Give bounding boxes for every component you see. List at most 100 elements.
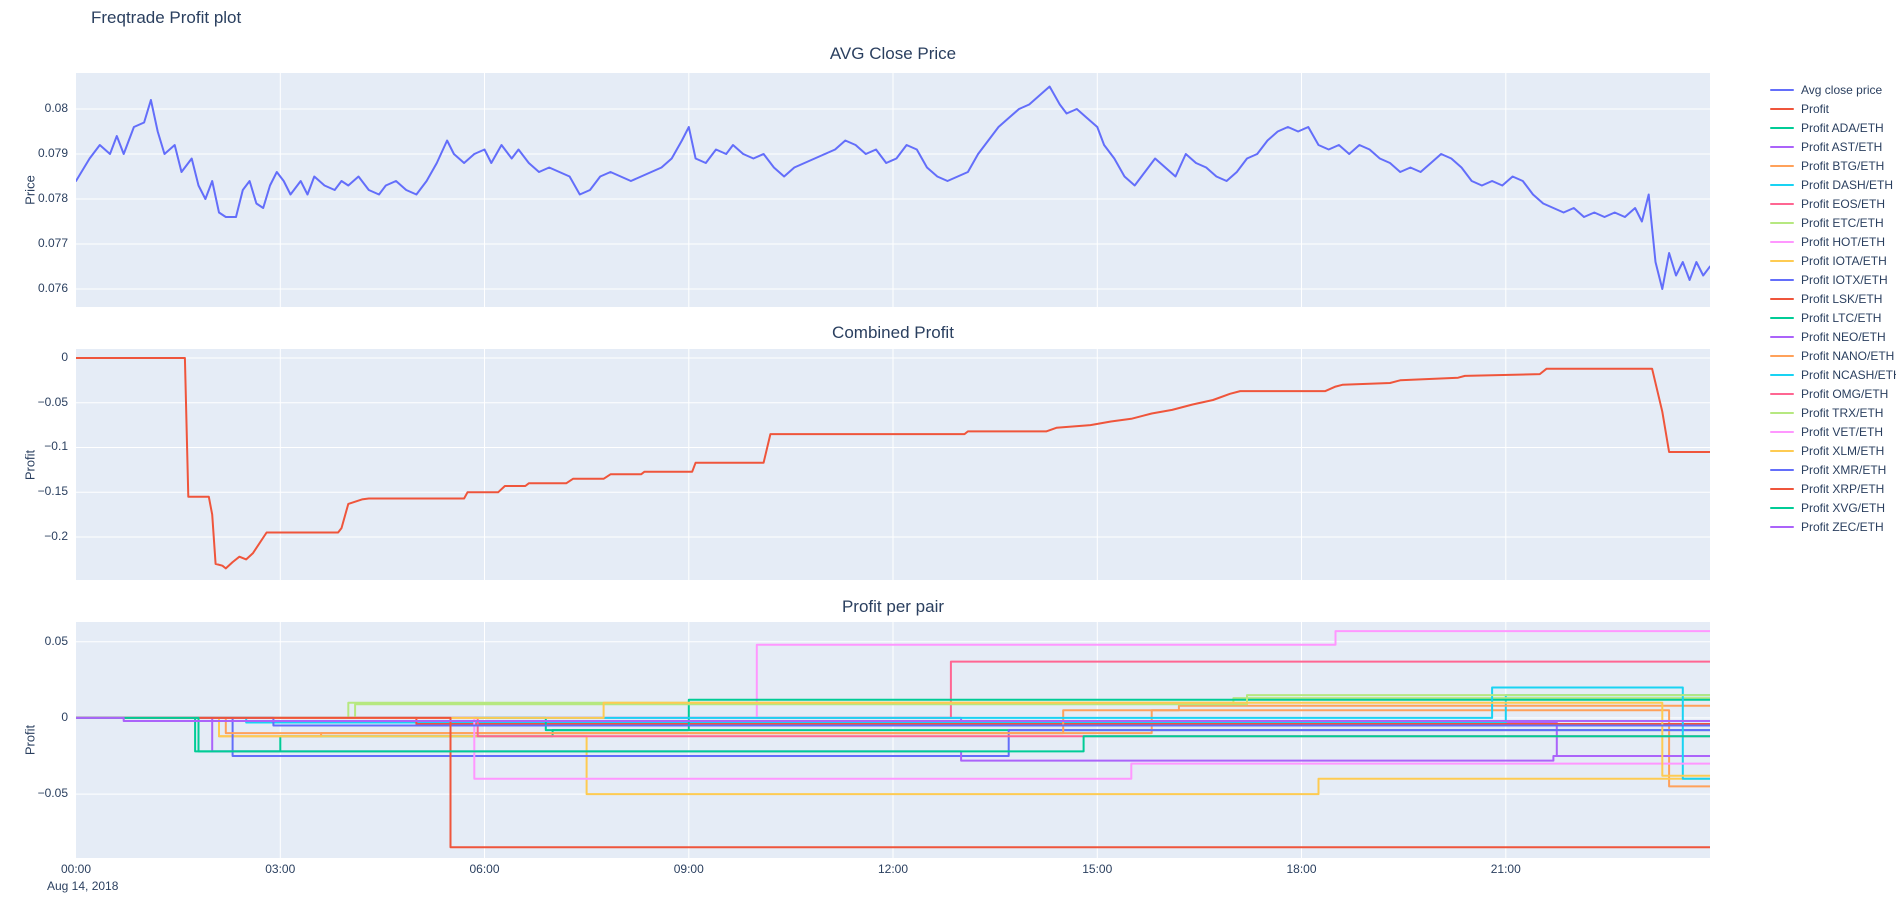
legend-item-label: Profit XMR/ETH <box>1801 462 1887 477</box>
y-tick-label: −0.15 <box>37 484 68 499</box>
legend-swatch-line <box>1770 88 1794 91</box>
legend-swatch-line <box>1770 183 1794 186</box>
profit-per-pair-chart[interactable] <box>76 622 1710 858</box>
legend-item[interactable]: Profit ZEC/ETH <box>1770 517 1896 536</box>
series-line-avg-close-price <box>76 85 1710 290</box>
legend-item[interactable]: Profit NEO/ETH <box>1770 327 1896 346</box>
legend-swatch-line <box>1770 335 1794 338</box>
series-line-xvg-eth <box>76 716 1710 753</box>
y-tick-label: 0.078 <box>37 191 68 205</box>
series-line-profit <box>76 357 1710 570</box>
legend-item-label: Profit HOT/ETH <box>1801 234 1886 249</box>
legend-item-label: Profit LTC/ETH <box>1801 310 1882 325</box>
legend-item-label: Profit IOTX/ETH <box>1801 272 1888 287</box>
avg-close-price-chart[interactable] <box>76 73 1710 307</box>
subplot-title-profit-per-pair: Profit per pair <box>841 597 945 616</box>
legend-swatch-line <box>1770 525 1794 528</box>
legend-swatch-line <box>1770 411 1794 414</box>
legend-item[interactable]: Profit TRX/ETH <box>1770 403 1896 422</box>
grid-lines <box>76 349 1710 580</box>
y-tick-label: 0.08 <box>44 101 68 115</box>
legend-item[interactable]: Avg close price <box>1770 80 1896 99</box>
page-title: Freqtrade Profit plot <box>91 8 242 27</box>
legend-item[interactable]: Profit IOTA/ETH <box>1770 251 1896 270</box>
legend-swatch-line <box>1770 145 1794 148</box>
legend-item[interactable]: Profit BTG/ETH <box>1770 156 1896 175</box>
x-tick-label: 21:00 <box>1490 862 1521 876</box>
legend-swatch-line <box>1770 240 1794 243</box>
legend-item[interactable]: Profit HOT/ETH <box>1770 232 1896 251</box>
legend-swatch-line <box>1770 354 1794 357</box>
x-axis-date-label: Aug 14, 2018 <box>47 879 119 893</box>
legend-item-label: Profit NEO/ETH <box>1801 329 1886 344</box>
legend-item[interactable]: Profit <box>1770 99 1896 118</box>
legend-item[interactable]: Profit XVG/ETH <box>1770 498 1896 517</box>
legend-item-label: Profit AST/ETH <box>1801 139 1883 154</box>
legend-item[interactable]: Profit LTC/ETH <box>1770 308 1896 327</box>
legend-swatch-line <box>1770 202 1794 205</box>
legend-item[interactable]: Profit ETC/ETH <box>1770 213 1896 232</box>
legend-item-label: Profit LSK/ETH <box>1801 291 1883 306</box>
legend-item[interactable]: Profit XRP/ETH <box>1770 479 1896 498</box>
legend-item-label: Profit EOS/ETH <box>1801 196 1886 211</box>
legend-item[interactable]: Profit XMR/ETH <box>1770 460 1896 479</box>
grid-lines <box>76 622 1710 858</box>
legend-swatch-line <box>1770 430 1794 433</box>
y-tick-label: 0.079 <box>37 146 68 160</box>
series-line-ncash-eth <box>76 686 1710 780</box>
legend-item[interactable]: Profit ADA/ETH <box>1770 118 1896 137</box>
legend-item[interactable]: Profit NCASH/ETH <box>1770 365 1896 384</box>
legend-swatch-line <box>1770 487 1794 490</box>
legend-swatch-line <box>1770 316 1794 319</box>
legend-swatch-line <box>1770 221 1794 224</box>
legend-item[interactable]: Profit AST/ETH <box>1770 137 1896 156</box>
legend-item-label: Profit TRX/ETH <box>1801 405 1884 420</box>
legend-swatch-line <box>1770 126 1794 129</box>
legend-swatch-line <box>1770 392 1794 395</box>
legend-item[interactable]: Profit IOTX/ETH <box>1770 270 1896 289</box>
legend-item[interactable]: Profit VET/ETH <box>1770 422 1896 441</box>
x-tick-label: 12:00 <box>877 862 909 876</box>
y-axis-label-profit-pairs: Profit <box>22 724 38 756</box>
grid-lines <box>76 73 1710 307</box>
legend-item[interactable]: Profit NANO/ETH <box>1770 346 1896 365</box>
x-tick-label: 18:00 <box>1286 862 1317 876</box>
y-tick-label: −0.1 <box>44 439 68 454</box>
legend-item-label: Profit VET/ETH <box>1801 424 1884 439</box>
y-tick-label: 0.05 <box>44 633 68 648</box>
legend-item[interactable]: Profit OMG/ETH <box>1770 384 1896 403</box>
y-axis-label-profit-combined: Profit <box>22 449 38 481</box>
legend-item[interactable]: Profit DASH/ETH <box>1770 175 1896 194</box>
subplot-title-combined-profit: Combined Profit <box>832 323 954 342</box>
legend-swatch-line <box>1770 468 1794 471</box>
y-tick-label: 0.077 <box>37 236 68 250</box>
y-tick-label: 0 <box>61 709 68 724</box>
legend-swatch-line <box>1770 506 1794 509</box>
legend-item[interactable]: Profit LSK/ETH <box>1770 289 1896 308</box>
y-tick-label: −0.2 <box>44 529 68 544</box>
legend-item-label: Avg close price <box>1801 82 1883 97</box>
legend-item[interactable]: Profit EOS/ETH <box>1770 194 1896 213</box>
legend-swatch-line <box>1770 373 1794 376</box>
series-line-neo-eth <box>76 716 1710 762</box>
y-tick-label: 0 <box>61 349 68 364</box>
y-tick-label: −0.05 <box>37 394 68 409</box>
x-tick-label: 03:00 <box>265 862 296 876</box>
x-tick-label: 15:00 <box>1082 862 1113 876</box>
combined-profit-chart[interactable] <box>76 349 1710 580</box>
legend-item-label: Profit ZEC/ETH <box>1801 519 1884 534</box>
legend-item-label: Profit XLM/ETH <box>1801 443 1885 458</box>
legend-item-label: Profit BTG/ETH <box>1801 158 1885 173</box>
legend-item-label: Profit NANO/ETH <box>1801 348 1895 363</box>
y-tick-label: −0.05 <box>37 786 68 801</box>
legend-item-label: Profit DASH/ETH <box>1801 177 1894 192</box>
series-line-xrp-eth <box>76 716 1710 849</box>
legend-item[interactable]: Profit XLM/ETH <box>1770 441 1896 460</box>
legend-swatch-line <box>1770 449 1794 452</box>
legend-swatch-line <box>1770 297 1794 300</box>
legend-swatch-line <box>1770 259 1794 262</box>
legend-item-label: Profit ETC/ETH <box>1801 215 1884 230</box>
legend-swatch-line <box>1770 164 1794 167</box>
x-tick-label: 00:00 <box>60 862 92 876</box>
